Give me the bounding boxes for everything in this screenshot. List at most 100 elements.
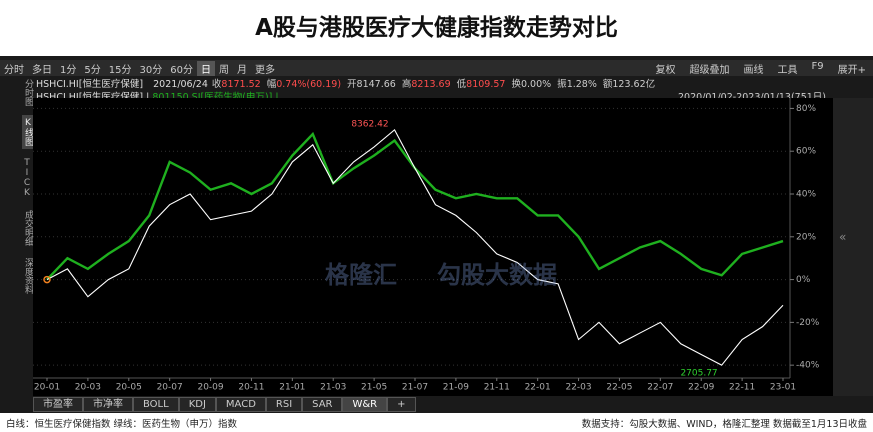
x-tick-label: 22-05 [606,383,632,393]
info-value: 123.62亿 [612,79,656,90]
toolbar-button[interactable]: 月 [236,64,247,76]
x-tick-label: 20-03 [75,383,101,393]
sidebar-tab[interactable]: K线图 [22,115,35,149]
y-tick-label: 20% [796,232,816,242]
toolbar-button[interactable]: 画线 [743,64,764,76]
side-panel: « [833,98,873,396]
toolbar-button[interactable]: 5分 [84,64,101,76]
indicator-tab[interactable]: KDJ [178,397,216,412]
x-tick-label: 22-11 [729,383,755,393]
footer-right: 数据支持：勾股大数据、WIND，格隆汇整理 数据截至1月13日收盘 [581,418,867,430]
x-tick-label: 21-01 [279,383,305,393]
x-tick-label: 21-07 [402,383,428,393]
info-label: 换 [511,79,521,90]
info-value: 8171.52 [221,79,261,90]
annotation: 2705.77 [680,369,717,379]
toolbar-button[interactable]: 1分 [60,64,77,76]
info-date: 2021/06/24 [153,79,208,90]
toolbar-left: 分时 多日 1分 5分 15分 30分 60分日周月更多 [0,60,279,76]
x-tick-label: 20-11 [238,383,264,393]
toolbar-button[interactable]: F9 [811,60,824,72]
x-tick-label: 22-01 [525,383,551,393]
x-tick-label: 21-09 [443,383,469,393]
series-line [46,128,784,366]
info-label: 幅 [266,79,277,90]
start-marker [43,275,51,284]
info-value: 0.00% [520,79,552,90]
date-range: 2020/01/02-2023/01/13(751日) [678,89,826,103]
watermark-text: 格隆汇 [325,261,397,289]
info-label: 额 [602,79,613,90]
toolbar-button[interactable]: 15分 [108,64,132,76]
toolbar-button[interactable]: 分时 [4,64,24,76]
toolbar-button[interactable]: 工具 [777,64,798,76]
x-tick-label: 20-01 [34,383,60,393]
info-value: 0.74%(60.19) [276,79,342,90]
toolbar-button[interactable]: 60分 [170,64,193,76]
x-tick-label: 21-03 [320,383,346,393]
toolbar-right: 复权 超级叠加 画线 工具 F9 展开+ [648,61,873,76]
toolbar-button[interactable]: 日 [196,60,215,76]
info-value: 8109.57 [466,79,506,90]
y-tick-label: -20% [796,318,820,328]
indicator-tab[interactable]: 市盈率 [33,397,83,412]
info-label: 收 [211,79,222,90]
info-row: HSHCI.HI[恒生医疗保健] 2021/06/24 收8171.52 幅0.74%… [36,76,661,90]
indicator-tab[interactable]: BOLL [133,397,179,412]
indicator-tab[interactable]: RSI [265,397,303,412]
info-name: HSHCI.HI[恒生医疗保健] [36,79,144,90]
chart: 80% 60% 40% 20% 0% -20% -40% 20-01 20-03 20-05 20-… [33,98,820,393]
info-label: 开 [347,79,357,90]
y-tick-label: 0% [796,275,811,285]
sidebar: 分时图 K线图 TICK 成交明细深度资料 [22,76,35,303]
indicator-tab[interactable]: 市净率 [83,397,133,412]
x-tick-label: 20-05 [116,383,142,393]
toolbar-button[interactable]: 30分 [139,64,163,76]
footer: 白线：恒生医疗保健指数 绿线：医药生物（申万）指数 数据支持：勾股大数据、WIND… [0,413,873,432]
y-tick-label: 80% [796,104,816,114]
x-tick-label: 20-09 [197,383,223,393]
legend-prefix: HSHCI.HI[恒生医疗保健] | [36,92,149,103]
info-label: 高 [401,79,412,90]
sidebar-tab[interactable]: 成交明细 [23,210,33,246]
watermark: 格隆汇 勾股大数据 [325,255,597,290]
indicator-tab[interactable]: MACD [215,397,266,412]
collapse-arrow[interactable]: « [839,230,847,244]
title: A股与港股医疗大健康指数走势对比 [0,0,873,56]
toolbar-button[interactable]: 多日 [32,64,52,76]
watermark-text: 勾股大数据 [437,261,557,289]
toolbar-button[interactable]: 展开+ [837,64,866,76]
annotation: 8362.42 [351,119,388,129]
legend-second: 801150.SI[医药生物(申万)] | [152,92,278,103]
sidebar-tab[interactable]: 深度资料 [23,258,33,294]
toolbar: 分时 多日 1分 5分 15分 30分 60分日周月更多 复权 超级叠加 画线 工具 F9 展开+ [0,60,873,76]
info-value: 1.28% [566,79,597,90]
info-label: 振 [557,79,567,90]
info-value: 8147.66 [356,79,396,90]
x-tick-label: 22-07 [647,383,673,393]
legend-row: HSHCI.HI[恒生医疗保健] | 801150.SI[医药生物(申万)] |… [36,89,826,103]
indicator-tab[interactable]: + [387,397,416,412]
indicator-tabs: 市盈率 市净率 BOLL KDJ MACD RSI SAR W&R + [33,397,416,412]
x-tick-label: 20-07 [157,383,183,393]
toolbar-button[interactable]: 更多 [254,64,275,76]
x-tick-label: 22-03 [565,383,591,393]
y-tick-label: 40% [796,190,816,200]
sidebar-tab[interactable]: 分时图 [23,79,33,106]
toolbar-button[interactable]: 超级叠加 [689,64,730,76]
x-tick-label: 21-05 [361,383,387,393]
toolbar-button[interactable]: 复权 [655,64,676,76]
x-tick-label: 21-11 [484,383,510,393]
y-tick-label: 60% [796,147,816,157]
x-tick-label: 23-01 [770,383,796,393]
sidebar-tab[interactable]: TICK [22,158,32,198]
toolbar-button[interactable]: 周 [218,64,229,76]
x-tick-label: 22-09 [688,383,714,393]
indicator-tab[interactable]: W&R [342,397,388,412]
info-value: 8213.69 [411,79,451,90]
chart-area: 80% 60% 40% 20% 0% -20% -40% 20-01 20-03 20-05 20-… [33,98,833,396]
y-tick-label: -40% [796,361,820,371]
info-label: 低 [456,79,467,90]
indicator-tab[interactable]: SAR [302,397,343,412]
